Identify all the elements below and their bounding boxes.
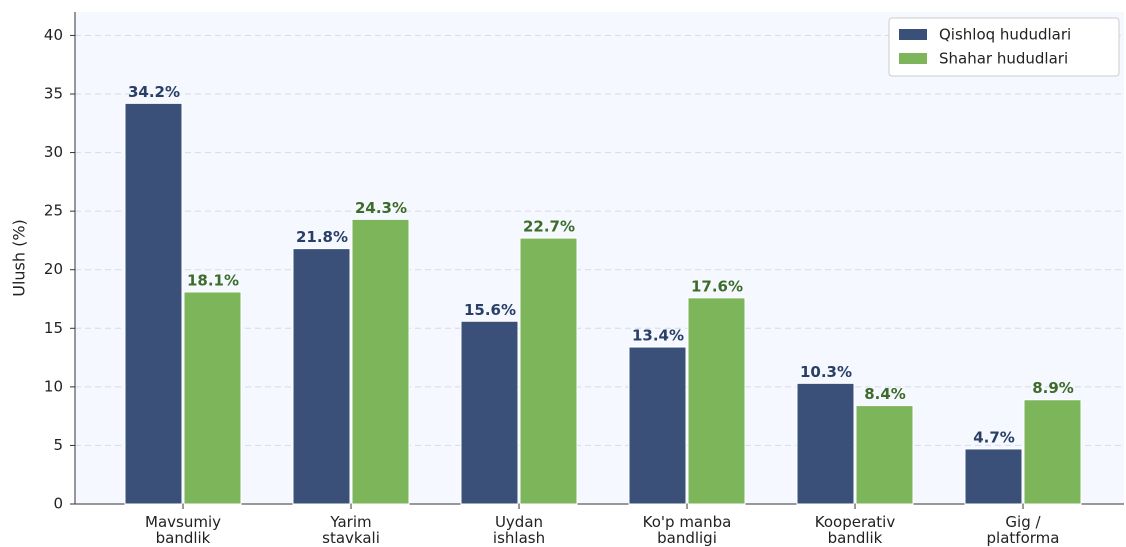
legend-label: Qishloq hududlari: [939, 26, 1071, 44]
y-tick-label: 25: [44, 202, 63, 220]
value-label: 10.3%: [800, 363, 852, 381]
value-label: 18.1%: [187, 271, 239, 289]
value-label: 8.9%: [1032, 379, 1074, 397]
bar: [460, 320, 519, 505]
value-label: 24.3%: [355, 199, 407, 217]
y-axis-label: Ulush (%): [10, 219, 29, 297]
y-tick-label: 5: [53, 436, 63, 454]
value-label: 4.7%: [973, 428, 1015, 446]
bar: [628, 346, 687, 505]
x-tick-label: Ko'p manba bandligi: [642, 513, 732, 547]
x-tick-label: Yarim stavkali: [322, 513, 380, 547]
y-tick-label: 30: [44, 143, 63, 161]
y-tick-label: 15: [44, 319, 63, 337]
bar: [519, 237, 578, 505]
bar: [124, 102, 183, 505]
legend-swatch: [899, 53, 927, 64]
value-label: 22.7%: [523, 218, 575, 236]
bar: [796, 382, 855, 505]
y-tick-label: 35: [44, 85, 63, 103]
bar: [855, 405, 914, 505]
value-label: 34.2%: [128, 83, 180, 101]
x-tick-label: Kooperativ bandlik: [814, 513, 896, 547]
legend-swatch: [899, 29, 927, 40]
bar: [292, 248, 351, 505]
y-tick-label: 10: [44, 377, 63, 395]
x-tick-label: Uydan ishlash: [492, 513, 546, 547]
value-label: 17.6%: [691, 277, 743, 295]
x-tick-label: Gig / platforma: [986, 513, 1060, 547]
y-tick-label: 40: [44, 26, 63, 44]
legend-label: Shahar hududlari: [939, 50, 1068, 68]
bar: [687, 297, 746, 505]
y-tick-label: 20: [44, 260, 63, 278]
bar: [1023, 399, 1082, 505]
value-label: 15.6%: [464, 301, 516, 319]
bar: [183, 291, 242, 505]
value-label: 8.4%: [864, 385, 906, 403]
bar: [351, 218, 410, 505]
x-tick-label: Mavsumiy bandlik: [145, 513, 221, 547]
legend-box: [888, 17, 1120, 77]
y-tick-label: 0: [53, 495, 63, 513]
bar: [964, 448, 1023, 505]
value-label: 13.4%: [632, 327, 684, 345]
value-label: 21.8%: [296, 228, 348, 246]
